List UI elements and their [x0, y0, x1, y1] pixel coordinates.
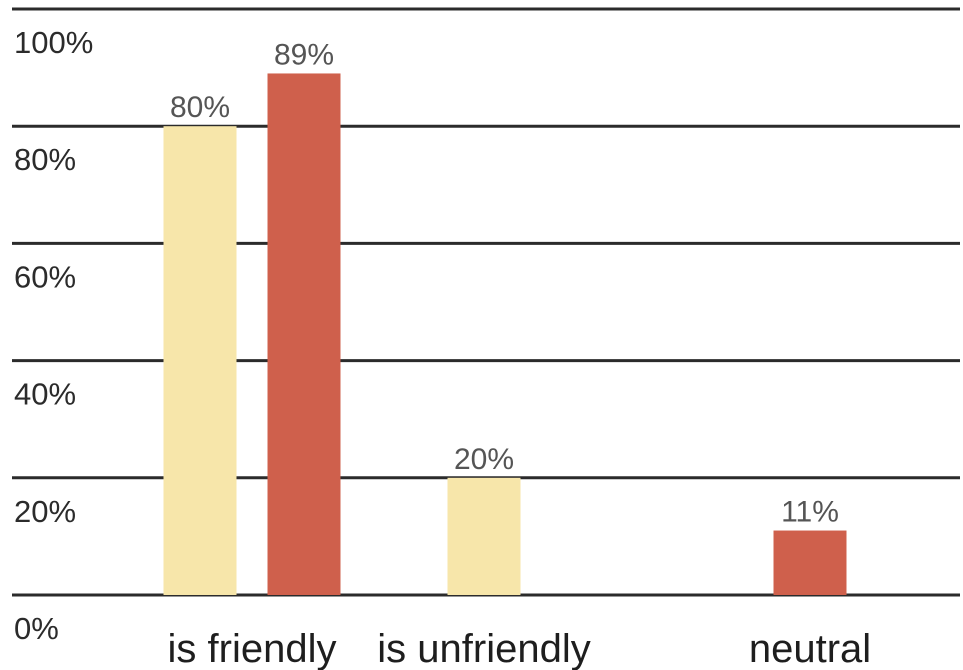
- data-label: 89%: [274, 38, 334, 71]
- bar: [773, 530, 847, 595]
- bar: [447, 477, 521, 595]
- x-tick-label: is friendly: [168, 627, 337, 670]
- x-tick-label: is unfriendly: [377, 627, 590, 670]
- x-axis-ticks: is friendly is unfriendly neutral: [168, 627, 872, 670]
- y-tick-label: 0%: [14, 611, 59, 646]
- y-tick-label: 20%: [14, 494, 76, 529]
- data-label: 11%: [781, 496, 839, 529]
- x-tick-label: neutral: [749, 627, 871, 670]
- y-tick-label: 100%: [14, 25, 93, 60]
- bar: [163, 126, 237, 595]
- bar: [267, 73, 341, 595]
- y-axis-ticks: 0% 20% 40% 60% 80% 100%: [14, 25, 93, 646]
- bars: [163, 73, 847, 595]
- y-tick-label: 80%: [14, 142, 76, 177]
- y-tick-label: 40%: [14, 377, 76, 412]
- data-labels: 80% 89% 20% 11%: [170, 38, 839, 528]
- data-label: 20%: [454, 443, 514, 476]
- data-label: 80%: [170, 91, 230, 124]
- y-tick-label: 60%: [14, 259, 76, 294]
